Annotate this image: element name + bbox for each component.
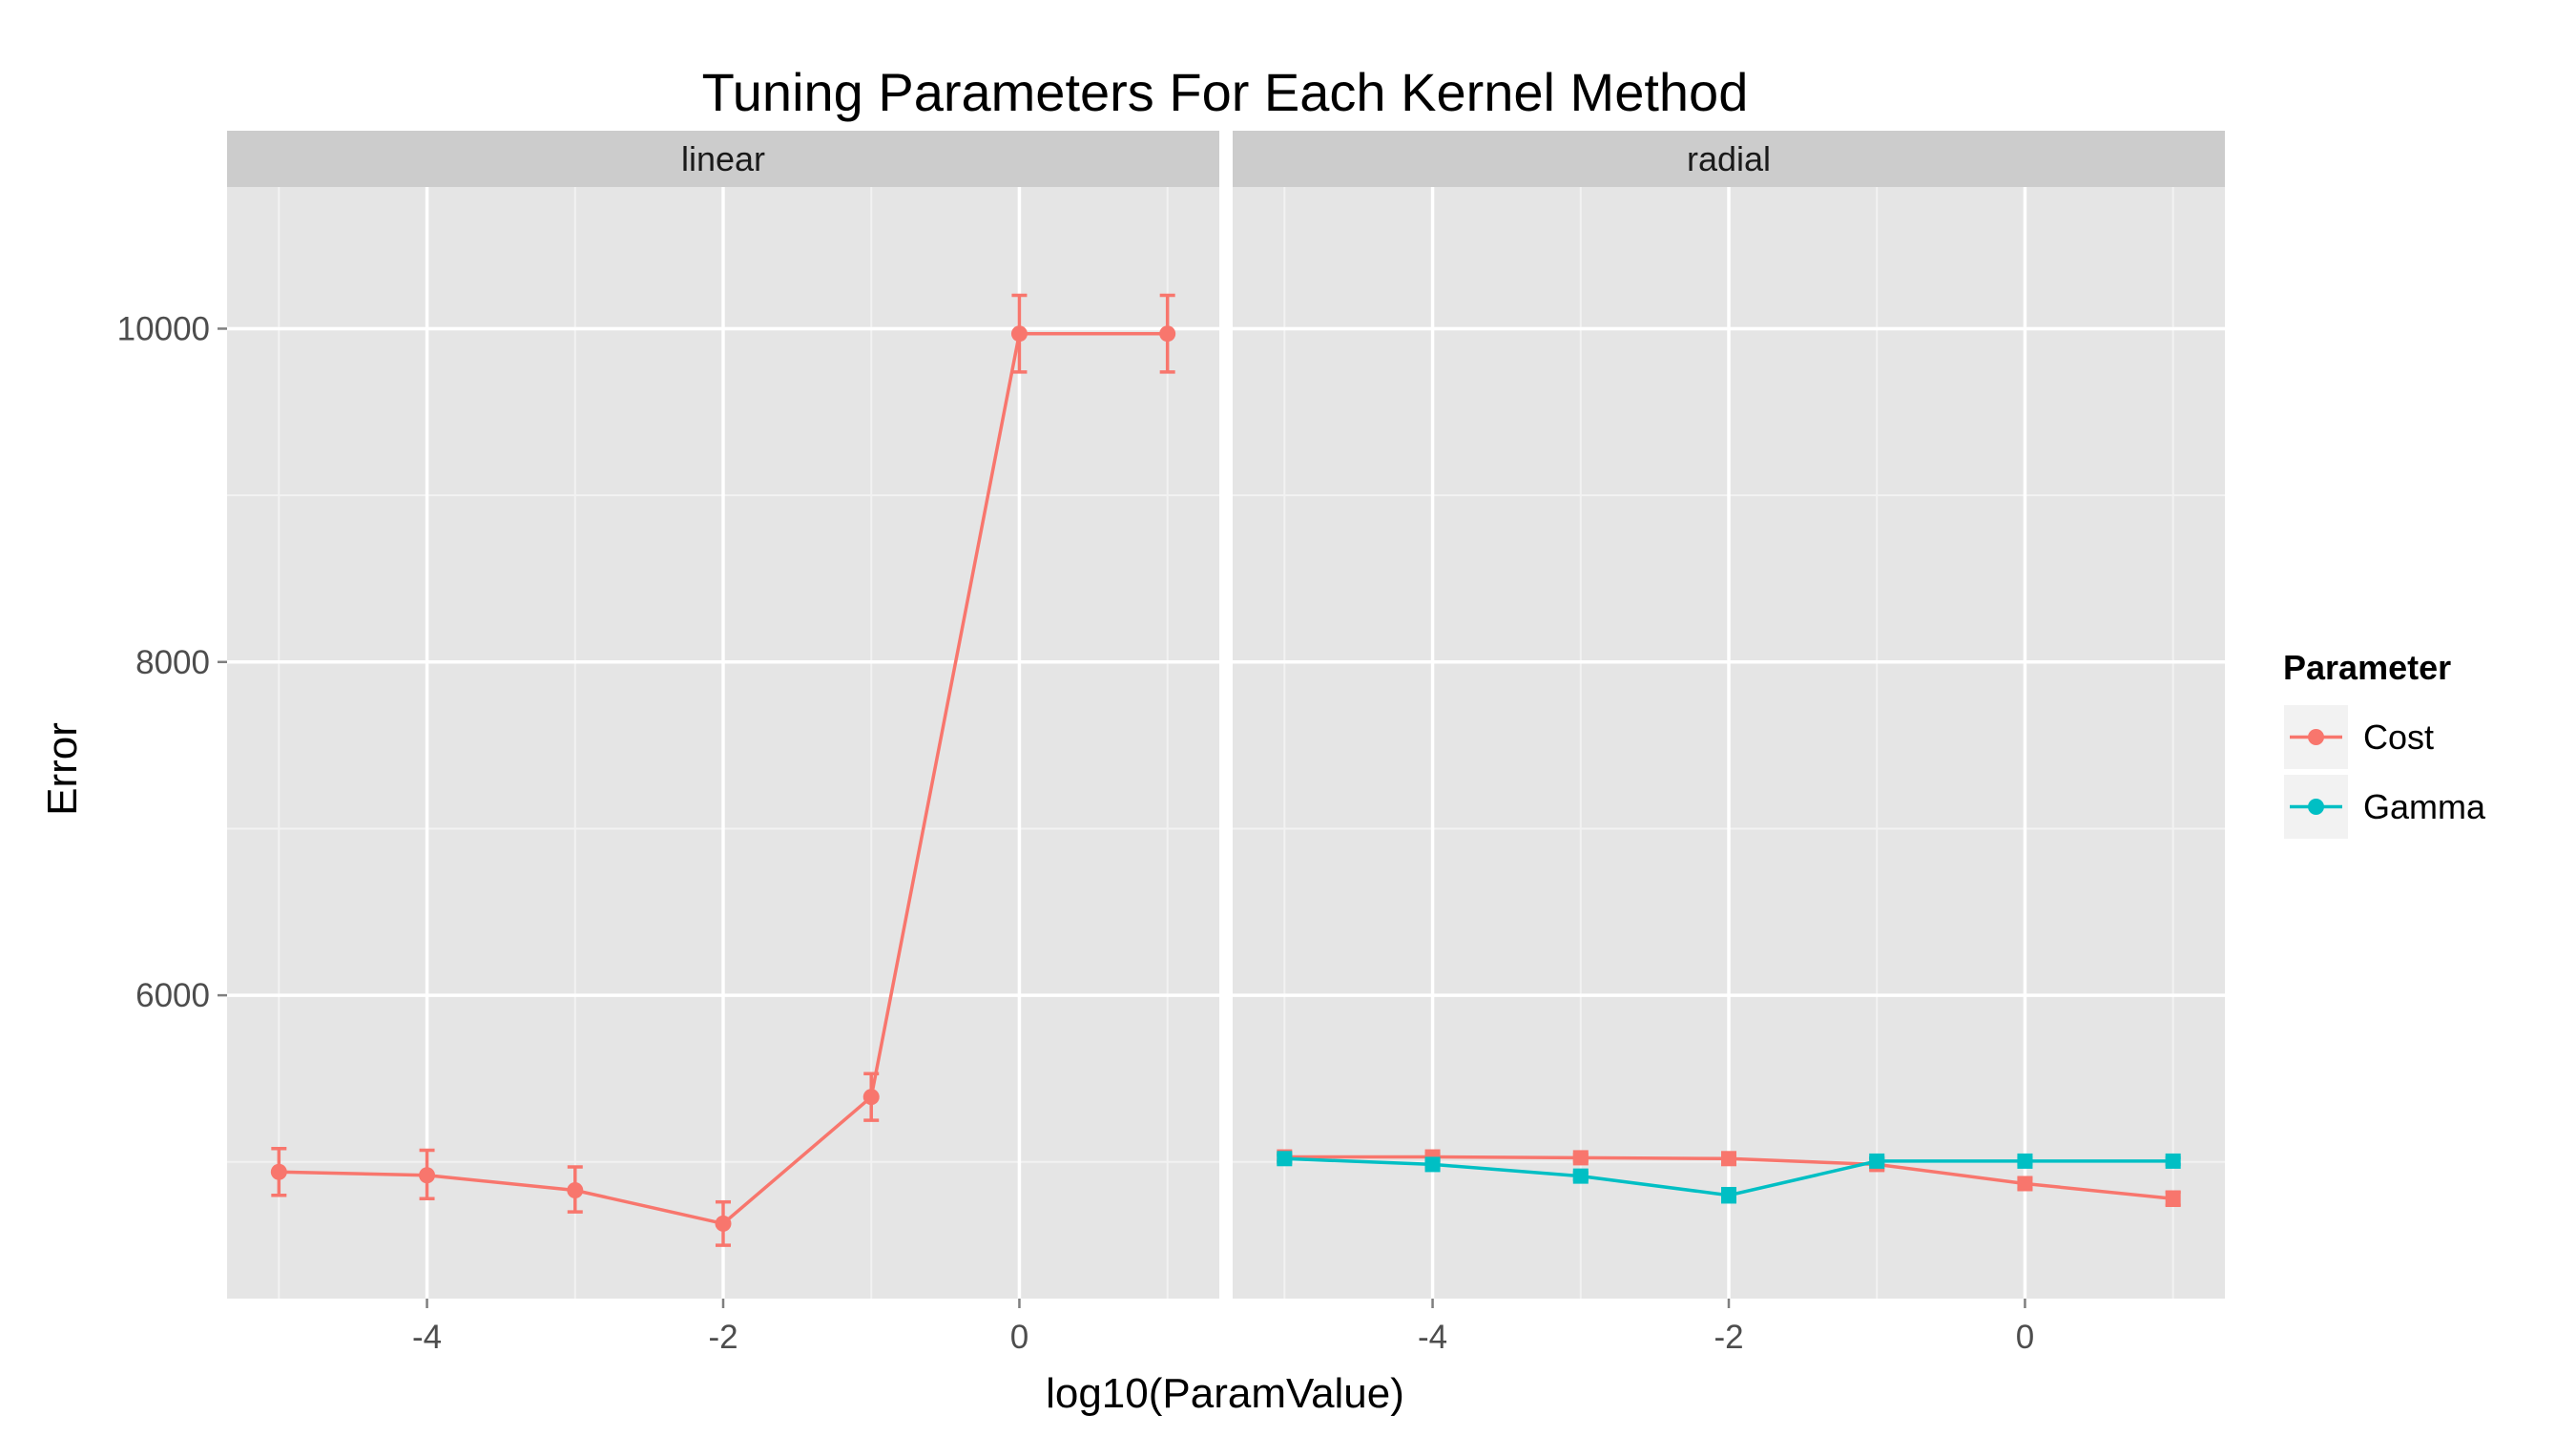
- facet-strip-label: radial: [1687, 139, 1771, 178]
- y-tick-label: 10000: [117, 310, 210, 347]
- data-point: [1424, 1156, 1441, 1173]
- legend-label: Gamma: [2363, 787, 2486, 826]
- panel-radial: radial: [1233, 131, 2225, 1299]
- legend-title: Parameter: [2283, 648, 2451, 687]
- data-point: [2017, 1153, 2033, 1169]
- data-point: [567, 1181, 584, 1198]
- y-tick-label: 6000: [135, 977, 210, 1014]
- y-tick-label: 8000: [135, 644, 210, 681]
- y-axis-title: Error: [39, 722, 86, 816]
- data-point: [1721, 1187, 1736, 1203]
- panels-layer: linear radial: [227, 131, 2225, 1299]
- x-tick-label: 0: [2016, 1319, 2034, 1356]
- data-point: [1869, 1153, 1885, 1169]
- data-point: [1159, 325, 1176, 343]
- data-point: [2017, 1176, 2033, 1192]
- legend-item-gamma: Gamma: [2282, 773, 2486, 841]
- data-point: [1010, 325, 1028, 343]
- data-point: [419, 1167, 436, 1184]
- x-tick-label: -4: [1418, 1319, 1447, 1356]
- legend-key-point: [2308, 729, 2324, 745]
- data-point: [1572, 1150, 1589, 1166]
- x-axis: -4 -2 0 -4 -2 0: [412, 1299, 2034, 1356]
- data-point: [1721, 1151, 1736, 1167]
- facet-strip-label: linear: [681, 139, 765, 178]
- data-point: [862, 1089, 880, 1106]
- facet-strip: [1233, 131, 2225, 187]
- data-point: [270, 1163, 287, 1180]
- x-tick-label: -4: [412, 1319, 442, 1356]
- chart-title: Tuning Parameters For Each Kernel Method: [702, 62, 1749, 122]
- legend: Parameter Cost Gamma: [2282, 648, 2486, 841]
- legend-item-cost: Cost: [2282, 703, 2434, 771]
- panel-linear: linear: [227, 131, 1219, 1299]
- series-gamma: [1277, 1151, 2181, 1204]
- data-point: [1572, 1168, 1589, 1184]
- x-tick-label: -2: [708, 1319, 737, 1356]
- x-tick-label: 0: [1010, 1319, 1028, 1356]
- legend-key-point: [2308, 799, 2324, 815]
- gridlines: [1233, 187, 2225, 1299]
- data-point: [715, 1215, 732, 1232]
- y-axis: 6000 8000 10000: [117, 310, 227, 1014]
- series-cost: [270, 293, 1176, 1247]
- data-point: [2165, 1153, 2181, 1169]
- data-point: [1277, 1151, 1293, 1167]
- legend-label: Cost: [2363, 718, 2434, 757]
- facet-strip: [227, 131, 1219, 187]
- x-tick-label: -2: [1714, 1319, 1743, 1356]
- x-axis-title: log10(ParamValue): [1046, 1370, 1404, 1417]
- data-point: [2165, 1191, 2181, 1207]
